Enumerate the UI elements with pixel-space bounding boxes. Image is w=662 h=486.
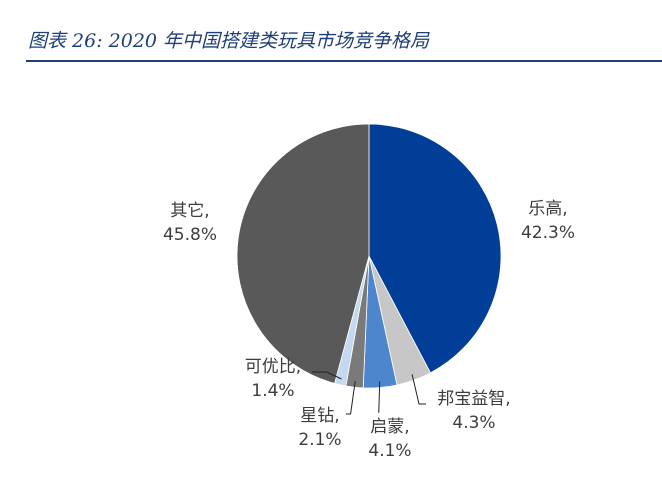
pie-slice-5 <box>236 123 370 384</box>
slice-value-5: 45.8% <box>163 225 217 245</box>
leader-lines <box>312 371 426 415</box>
title-divider <box>26 60 662 62</box>
slice-label-3: 星钻, <box>300 406 339 426</box>
slice-label-1: 邦宝益智, <box>437 389 510 409</box>
slice-label-4: 可优比, <box>245 357 301 377</box>
slice-value-1: 4.3% <box>452 413 495 433</box>
leader-line-3 <box>346 381 356 415</box>
pie-slice-0 <box>368 123 502 374</box>
leader-line-4 <box>312 371 342 380</box>
leader-line-2 <box>378 381 381 413</box>
leader-line-1 <box>411 374 426 405</box>
chart-title: 图表 26: 2020 年中国搭建类玩具市场竞争格局 <box>28 30 430 52</box>
slice-value-2: 4.1% <box>368 441 411 461</box>
slice-value-4: 1.4% <box>251 381 294 401</box>
slice-value-0: 42.3% <box>521 223 575 243</box>
slice-label-0: 乐高, <box>528 199 567 219</box>
pie-slices <box>236 123 502 389</box>
slice-label-2: 启蒙, <box>370 417 409 437</box>
slice-label-5: 其它, <box>170 201 209 221</box>
slice-value-3: 2.1% <box>298 430 341 450</box>
slice-labels: 乐高, 42.3% 邦宝益智, 4.3% 启蒙, 4.1% 星钻, 2.1% 可优比, 1.4% 其… <box>163 199 575 461</box>
